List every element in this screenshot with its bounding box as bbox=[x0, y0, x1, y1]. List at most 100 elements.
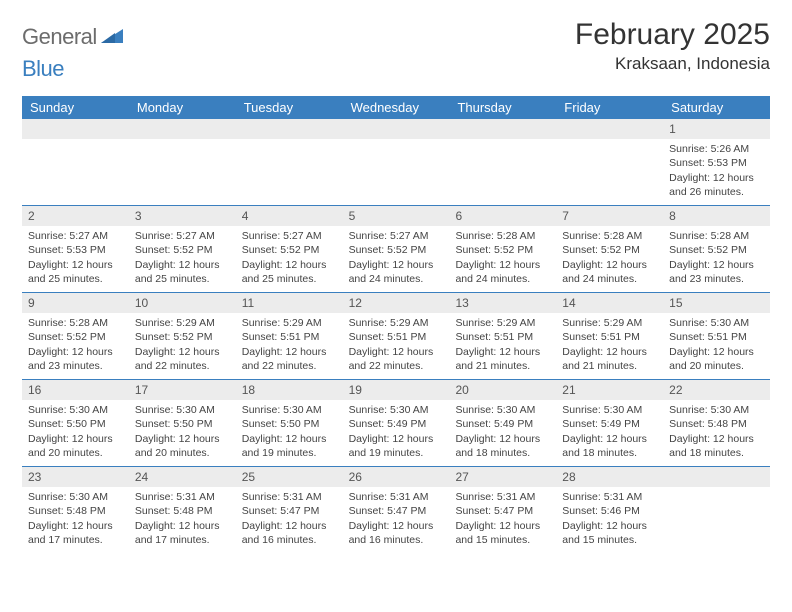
daylight-text: Daylight: 12 hours and 18 minutes. bbox=[455, 432, 550, 460]
week-row: 16Sunrise: 5:30 AMSunset: 5:50 PMDayligh… bbox=[22, 379, 770, 466]
sunset-text: Sunset: 5:52 PM bbox=[455, 243, 550, 257]
day-number bbox=[449, 119, 556, 139]
daylight-text: Daylight: 12 hours and 23 minutes. bbox=[669, 258, 764, 286]
day-number: 7 bbox=[556, 206, 663, 226]
sunset-text: Sunset: 5:51 PM bbox=[669, 330, 764, 344]
day-cell: 27Sunrise: 5:31 AMSunset: 5:47 PMDayligh… bbox=[449, 467, 556, 553]
daylight-text: Daylight: 12 hours and 15 minutes. bbox=[562, 519, 657, 547]
day-cell: 18Sunrise: 5:30 AMSunset: 5:50 PMDayligh… bbox=[236, 380, 343, 466]
daylight-text: Daylight: 12 hours and 24 minutes. bbox=[455, 258, 550, 286]
daylight-text: Daylight: 12 hours and 18 minutes. bbox=[562, 432, 657, 460]
day-number bbox=[22, 119, 129, 139]
day-cell: 4Sunrise: 5:27 AMSunset: 5:52 PMDaylight… bbox=[236, 206, 343, 292]
daylight-text: Daylight: 12 hours and 19 minutes. bbox=[349, 432, 444, 460]
day-number: 24 bbox=[129, 467, 236, 487]
day-cell: 24Sunrise: 5:31 AMSunset: 5:48 PMDayligh… bbox=[129, 467, 236, 553]
sunset-text: Sunset: 5:52 PM bbox=[28, 330, 123, 344]
day-cell: 15Sunrise: 5:30 AMSunset: 5:51 PMDayligh… bbox=[663, 293, 770, 379]
day-number: 3 bbox=[129, 206, 236, 226]
day-body bbox=[556, 139, 663, 148]
weekday-header: Wednesday bbox=[343, 96, 450, 119]
day-cell: 17Sunrise: 5:30 AMSunset: 5:50 PMDayligh… bbox=[129, 380, 236, 466]
day-body: Sunrise: 5:30 AMSunset: 5:50 PMDaylight:… bbox=[236, 400, 343, 466]
day-number: 15 bbox=[663, 293, 770, 313]
day-number: 26 bbox=[343, 467, 450, 487]
day-cell: 14Sunrise: 5:29 AMSunset: 5:51 PMDayligh… bbox=[556, 293, 663, 379]
day-cell: 19Sunrise: 5:30 AMSunset: 5:49 PMDayligh… bbox=[343, 380, 450, 466]
day-body bbox=[343, 139, 450, 148]
day-number: 5 bbox=[343, 206, 450, 226]
daylight-text: Daylight: 12 hours and 17 minutes. bbox=[28, 519, 123, 547]
day-number: 20 bbox=[449, 380, 556, 400]
day-body: Sunrise: 5:30 AMSunset: 5:50 PMDaylight:… bbox=[22, 400, 129, 466]
sunset-text: Sunset: 5:47 PM bbox=[242, 504, 337, 518]
day-cell: 1Sunrise: 5:26 AMSunset: 5:53 PMDaylight… bbox=[663, 119, 770, 205]
day-body: Sunrise: 5:27 AMSunset: 5:52 PMDaylight:… bbox=[129, 226, 236, 292]
day-number: 10 bbox=[129, 293, 236, 313]
daylight-text: Daylight: 12 hours and 15 minutes. bbox=[455, 519, 550, 547]
sunset-text: Sunset: 5:52 PM bbox=[562, 243, 657, 257]
day-cell: 13Sunrise: 5:29 AMSunset: 5:51 PMDayligh… bbox=[449, 293, 556, 379]
sunset-text: Sunset: 5:49 PM bbox=[349, 417, 444, 431]
weekday-header: Friday bbox=[556, 96, 663, 119]
weekday-header: Sunday bbox=[22, 96, 129, 119]
day-cell bbox=[556, 119, 663, 205]
weekday-header: Saturday bbox=[663, 96, 770, 119]
weekday-header-row: Sunday Monday Tuesday Wednesday Thursday… bbox=[22, 96, 770, 119]
sunset-text: Sunset: 5:52 PM bbox=[349, 243, 444, 257]
sunrise-text: Sunrise: 5:29 AM bbox=[135, 316, 230, 330]
sunrise-text: Sunrise: 5:27 AM bbox=[28, 229, 123, 243]
sunrise-text: Sunrise: 5:30 AM bbox=[669, 316, 764, 330]
day-body: Sunrise: 5:30 AMSunset: 5:49 PMDaylight:… bbox=[449, 400, 556, 466]
day-number bbox=[343, 119, 450, 139]
daylight-text: Daylight: 12 hours and 23 minutes. bbox=[28, 345, 123, 373]
daylight-text: Daylight: 12 hours and 21 minutes. bbox=[562, 345, 657, 373]
sunrise-text: Sunrise: 5:30 AM bbox=[28, 403, 123, 417]
day-number: 16 bbox=[22, 380, 129, 400]
sunset-text: Sunset: 5:48 PM bbox=[135, 504, 230, 518]
week-row: 23Sunrise: 5:30 AMSunset: 5:48 PMDayligh… bbox=[22, 466, 770, 553]
brand-logo: General bbox=[22, 18, 125, 50]
sunset-text: Sunset: 5:52 PM bbox=[242, 243, 337, 257]
day-number: 25 bbox=[236, 467, 343, 487]
day-cell: 23Sunrise: 5:30 AMSunset: 5:48 PMDayligh… bbox=[22, 467, 129, 553]
day-body: Sunrise: 5:30 AMSunset: 5:50 PMDaylight:… bbox=[129, 400, 236, 466]
day-body: Sunrise: 5:30 AMSunset: 5:51 PMDaylight:… bbox=[663, 313, 770, 379]
daylight-text: Daylight: 12 hours and 22 minutes. bbox=[135, 345, 230, 373]
day-body: Sunrise: 5:27 AMSunset: 5:52 PMDaylight:… bbox=[343, 226, 450, 292]
sunrise-text: Sunrise: 5:29 AM bbox=[562, 316, 657, 330]
sunrise-text: Sunrise: 5:30 AM bbox=[349, 403, 444, 417]
day-number bbox=[236, 119, 343, 139]
sunset-text: Sunset: 5:53 PM bbox=[669, 156, 764, 170]
sunrise-text: Sunrise: 5:28 AM bbox=[28, 316, 123, 330]
weekday-header: Monday bbox=[129, 96, 236, 119]
day-number: 4 bbox=[236, 206, 343, 226]
day-body bbox=[22, 139, 129, 148]
sunset-text: Sunset: 5:50 PM bbox=[135, 417, 230, 431]
sunrise-text: Sunrise: 5:31 AM bbox=[455, 490, 550, 504]
day-body bbox=[663, 487, 770, 496]
day-number: 11 bbox=[236, 293, 343, 313]
day-cell: 11Sunrise: 5:29 AMSunset: 5:51 PMDayligh… bbox=[236, 293, 343, 379]
sunset-text: Sunset: 5:49 PM bbox=[562, 417, 657, 431]
day-body: Sunrise: 5:27 AMSunset: 5:52 PMDaylight:… bbox=[236, 226, 343, 292]
daylight-text: Daylight: 12 hours and 25 minutes. bbox=[135, 258, 230, 286]
day-number: 14 bbox=[556, 293, 663, 313]
day-number bbox=[129, 119, 236, 139]
daylight-text: Daylight: 12 hours and 16 minutes. bbox=[242, 519, 337, 547]
sunrise-text: Sunrise: 5:30 AM bbox=[455, 403, 550, 417]
day-body: Sunrise: 5:26 AMSunset: 5:53 PMDaylight:… bbox=[663, 139, 770, 205]
daylight-text: Daylight: 12 hours and 22 minutes. bbox=[349, 345, 444, 373]
day-cell: 25Sunrise: 5:31 AMSunset: 5:47 PMDayligh… bbox=[236, 467, 343, 553]
sunset-text: Sunset: 5:51 PM bbox=[242, 330, 337, 344]
sunset-text: Sunset: 5:50 PM bbox=[242, 417, 337, 431]
day-number: 8 bbox=[663, 206, 770, 226]
day-body: Sunrise: 5:30 AMSunset: 5:48 PMDaylight:… bbox=[663, 400, 770, 466]
sunset-text: Sunset: 5:51 PM bbox=[455, 330, 550, 344]
day-number: 23 bbox=[22, 467, 129, 487]
day-body: Sunrise: 5:30 AMSunset: 5:49 PMDaylight:… bbox=[343, 400, 450, 466]
week-row: 1Sunrise: 5:26 AMSunset: 5:53 PMDaylight… bbox=[22, 119, 770, 205]
day-body: Sunrise: 5:29 AMSunset: 5:51 PMDaylight:… bbox=[236, 313, 343, 379]
sunset-text: Sunset: 5:52 PM bbox=[669, 243, 764, 257]
day-body: Sunrise: 5:31 AMSunset: 5:48 PMDaylight:… bbox=[129, 487, 236, 553]
